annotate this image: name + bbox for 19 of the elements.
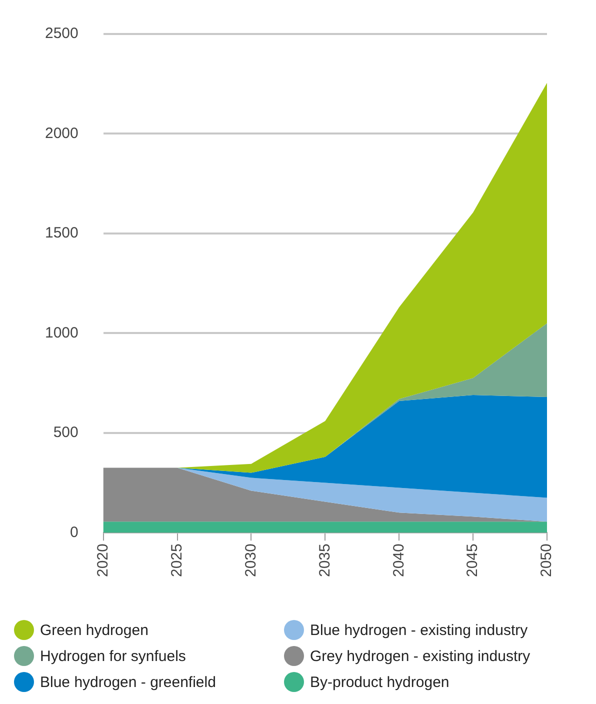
y-tick-label: 2000 [44,124,78,142]
y-tick-label: 1000 [44,324,78,342]
legend-label: Blue hydrogen - greenfield [40,674,216,690]
x-tick-label: 2050 [538,544,556,578]
legend-label: Green hydrogen [40,622,148,638]
y-tick-label: 500 [53,424,78,442]
y-tick-label: 2500 [44,25,78,42]
x-tick-label: 2045 [464,544,482,578]
y-tick-label: 0 [70,524,78,541]
y-tick-label: 1500 [44,224,78,242]
x-tick-label: 2025 [168,544,186,578]
legend-label: Grey hydrogen - existing industry [310,648,530,664]
legend-label: By-product hydrogen [310,674,450,690]
legend-label: Blue hydrogen - existing industry [310,622,528,638]
legend-label: Hydrogen for synfuels [40,648,186,664]
x-tick-label: 2030 [242,544,260,578]
x-tick-label: 2020 [94,544,112,578]
x-tick-label: 2035 [316,544,334,578]
x-tick-label: 2040 [390,544,408,578]
